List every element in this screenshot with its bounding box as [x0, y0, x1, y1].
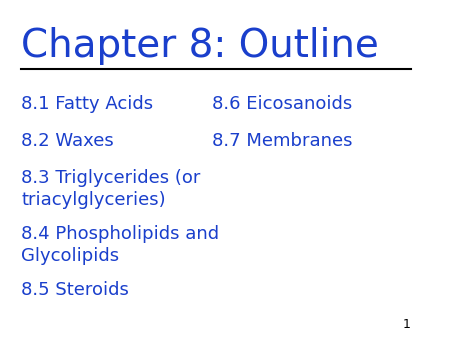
Text: 8.4 Phospholipids and
Glycolipids: 8.4 Phospholipids and Glycolipids [21, 225, 219, 265]
Text: 8.3 Triglycerides (or
triacylglyceries): 8.3 Triglycerides (or triacylglyceries) [21, 169, 201, 209]
Text: 1: 1 [403, 318, 411, 331]
Text: Chapter 8: Outline: Chapter 8: Outline [21, 27, 379, 65]
Text: 8.7 Membranes: 8.7 Membranes [212, 132, 352, 150]
Text: 8.1 Fatty Acids: 8.1 Fatty Acids [21, 95, 153, 113]
Text: 8.6 Eicosanoids: 8.6 Eicosanoids [212, 95, 352, 113]
Text: 8.2 Waxes: 8.2 Waxes [21, 132, 114, 150]
Text: 8.5 Steroids: 8.5 Steroids [21, 281, 129, 298]
